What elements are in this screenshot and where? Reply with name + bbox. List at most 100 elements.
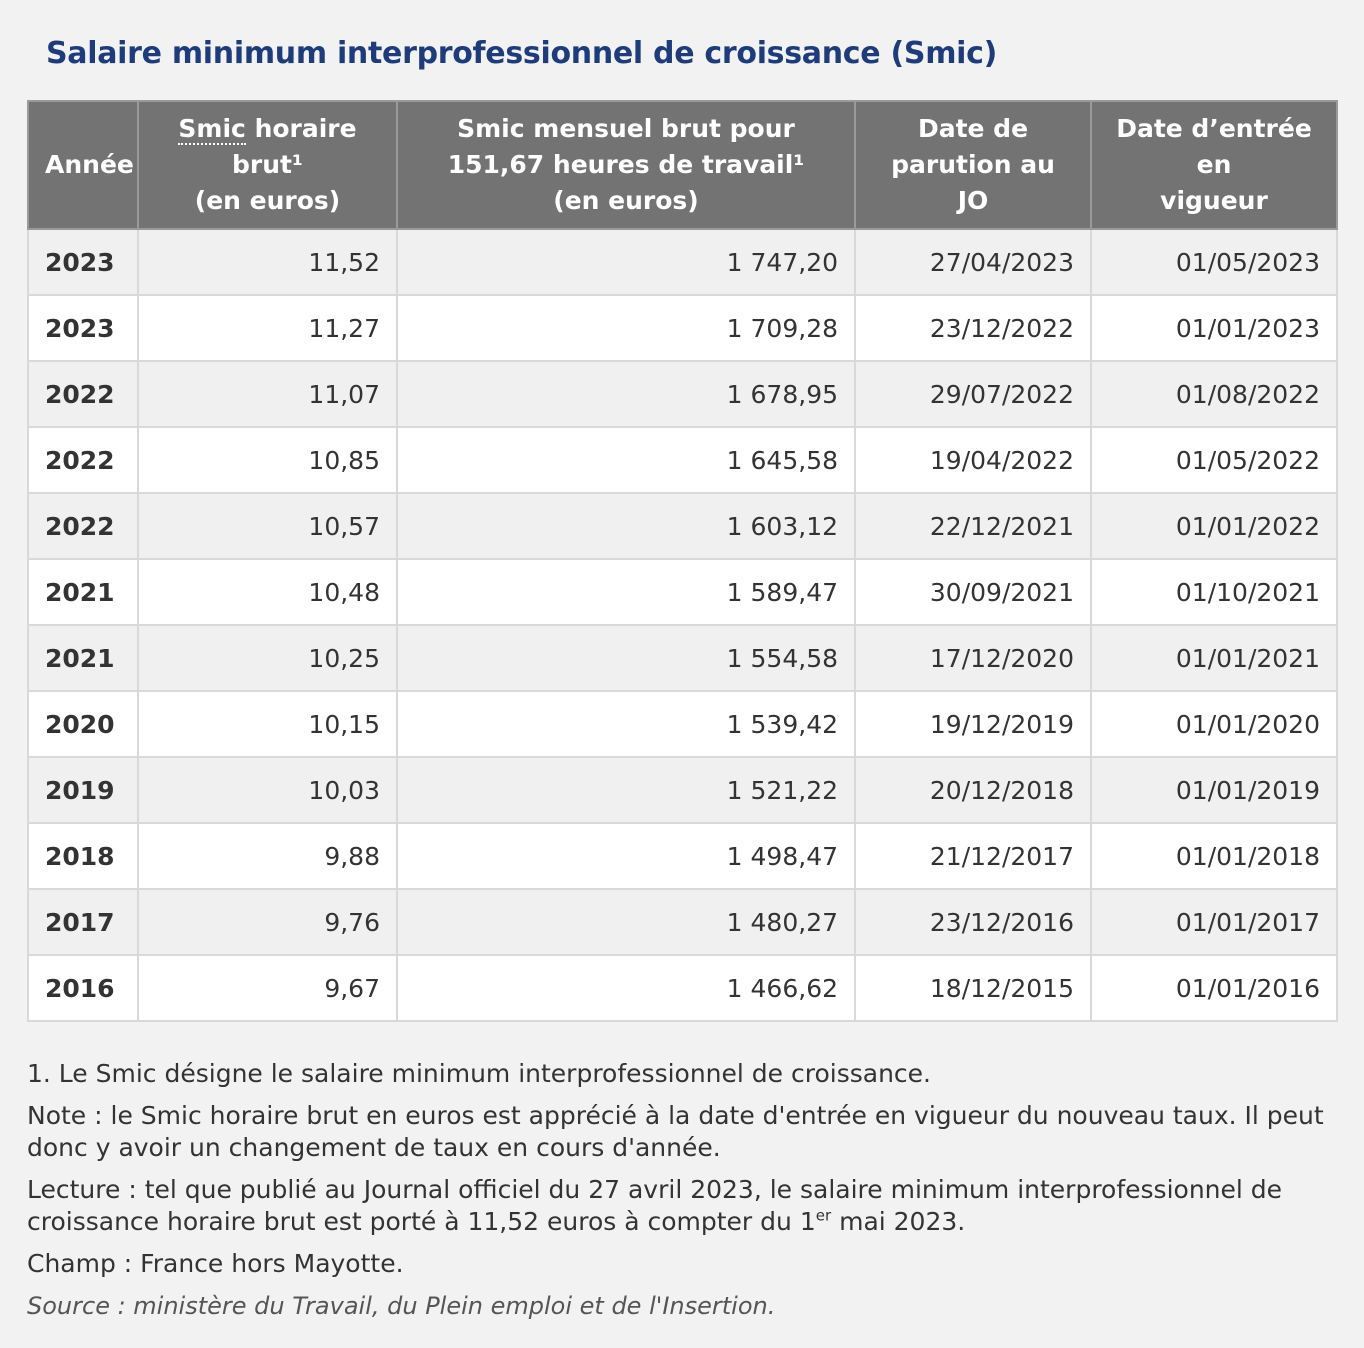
table-row: 2022 10,85 1 645,58 19/04/2022 01/05/2022 [27, 426, 1338, 494]
table-row: 2022 10,57 1 603,12 22/12/2021 01/01/2022 [27, 492, 1338, 560]
cell-hourly: 10,15 [137, 690, 398, 758]
cell-effective-date: 01/05/2022 [1090, 426, 1338, 494]
lecture-main: Lecture : tel que publié au Journal offi… [27, 1175, 1283, 1236]
cell-effective-date: 01/01/2019 [1090, 756, 1338, 824]
header-hourly-unit: (en euros) [194, 186, 341, 215]
header-year: Année [27, 100, 139, 230]
page-title: Salaire minimum interprofessionnel de cr… [46, 36, 998, 71]
cell-monthly: 1 678,95 [396, 360, 856, 428]
cell-year: 2021 [27, 624, 139, 692]
cell-publication-date: 20/12/2018 [854, 756, 1092, 824]
champ-text: Champ : France hors Mayotte. [27, 1249, 404, 1278]
table-row: 2021 10,25 1 554,58 17/12/2020 01/01/2021 [27, 624, 1338, 692]
header-hourly-rest: horaire brut¹ [232, 114, 357, 179]
header-eff-line2: vigueur [1160, 186, 1268, 215]
cell-hourly: 10,25 [137, 624, 398, 692]
header-monthly-line3: (en euros) [553, 186, 699, 215]
notes: 1. Le Smic désigne le salaire minimum in… [27, 1058, 1337, 1332]
cell-effective-date: 01/01/2020 [1090, 690, 1338, 758]
cell-hourly: 10,48 [137, 558, 398, 626]
note-text: Note : le Smic horaire brut en euros est… [27, 1101, 1324, 1162]
cell-hourly: 11,07 [137, 360, 398, 428]
source-text: Source : ministère du Travail, du Plein … [27, 1292, 776, 1320]
cell-hourly: 10,85 [137, 426, 398, 494]
cell-monthly: 1 480,27 [396, 888, 856, 956]
header-monthly-line1: Smic mensuel brut pour [457, 114, 795, 143]
cell-effective-date: 01/01/2018 [1090, 822, 1338, 890]
header-pub-line1: Date de [917, 114, 1029, 143]
lecture-text: Lecture : tel que publié au Journal offi… [27, 1174, 1337, 1238]
cell-hourly: 9,76 [137, 888, 398, 956]
header-hourly: Smic horaire brut¹ (en euros) [137, 100, 398, 230]
table-row: 2019 10,03 1 521,22 20/12/2018 01/01/2019 [27, 756, 1338, 824]
cell-effective-date: 01/08/2022 [1090, 360, 1338, 428]
cell-hourly: 11,27 [137, 294, 398, 362]
cell-hourly: 11,52 [137, 228, 398, 296]
cell-monthly: 1 709,28 [396, 294, 856, 362]
cell-monthly: 1 645,58 [396, 426, 856, 494]
header-monthly: Smic mensuel brut pour 151,67 heures de … [396, 100, 856, 230]
cell-year: 2019 [27, 756, 139, 824]
cell-effective-date: 01/01/2022 [1090, 492, 1338, 560]
cell-publication-date: 27/04/2023 [854, 228, 1092, 296]
cell-hourly: 10,03 [137, 756, 398, 824]
cell-monthly: 1 521,22 [396, 756, 856, 824]
cell-year: 2023 [27, 294, 139, 362]
table-row: 2020 10,15 1 539,42 19/12/2019 01/01/2020 [27, 690, 1338, 758]
cell-monthly: 1 498,47 [396, 822, 856, 890]
cell-hourly: 10,57 [137, 492, 398, 560]
table-header-row: Année Smic horaire brut¹ (en euros) Smic… [27, 100, 1338, 230]
cell-publication-date: 21/12/2017 [854, 822, 1092, 890]
cell-year: 2016 [27, 954, 139, 1022]
table-body: 2023 11,52 1 747,20 27/04/2023 01/05/2023 202… [27, 228, 1338, 1022]
cell-effective-date: 01/01/2023 [1090, 294, 1338, 362]
cell-year: 2018 [27, 822, 139, 890]
header-pub-line2: parution au JO [891, 150, 1055, 215]
cell-effective-date: 01/01/2021 [1090, 624, 1338, 692]
header-publication-date: Date de parution au JO [854, 100, 1092, 230]
lecture-end: mai 2023. [831, 1207, 966, 1236]
table-row: 2017 9,76 1 480,27 23/12/2016 01/01/2017 [27, 888, 1338, 956]
cell-monthly: 1 466,62 [396, 954, 856, 1022]
cell-publication-date: 23/12/2022 [854, 294, 1092, 362]
cell-year: 2022 [27, 426, 139, 494]
table-row: 2016 9,67 1 466,62 18/12/2015 01/01/2016 [27, 954, 1338, 1022]
cell-year: 2021 [27, 558, 139, 626]
table-row: 2022 11,07 1 678,95 29/07/2022 01/08/2022 [27, 360, 1338, 428]
cell-hourly: 9,88 [137, 822, 398, 890]
cell-monthly: 1 603,12 [396, 492, 856, 560]
cell-publication-date: 19/12/2019 [854, 690, 1092, 758]
cell-year: 2022 [27, 492, 139, 560]
cell-year: 2023 [27, 228, 139, 296]
smic-abbr[interactable]: Smic [178, 114, 246, 145]
cell-monthly: 1 589,47 [396, 558, 856, 626]
cell-publication-date: 22/12/2021 [854, 492, 1092, 560]
lecture-sup: er [815, 1206, 832, 1225]
cell-monthly: 1 747,20 [396, 228, 856, 296]
cell-publication-date: 30/09/2021 [854, 558, 1092, 626]
table-row: 2023 11,52 1 747,20 27/04/2023 01/05/2023 [27, 228, 1338, 296]
cell-monthly: 1 554,58 [396, 624, 856, 692]
header-effective-date: Date d’entrée en vigueur [1090, 100, 1338, 230]
cell-effective-date: 01/05/2023 [1090, 228, 1338, 296]
cell-year: 2017 [27, 888, 139, 956]
table-row: 2021 10,48 1 589,47 30/09/2021 01/10/2021 [27, 558, 1338, 626]
cell-publication-date: 19/04/2022 [854, 426, 1092, 494]
cell-publication-date: 17/12/2020 [854, 624, 1092, 692]
cell-effective-date: 01/01/2016 [1090, 954, 1338, 1022]
cell-monthly: 1 539,42 [396, 690, 856, 758]
header-monthly-line2: 151,67 heures de travail¹ [447, 150, 805, 179]
cell-hourly: 9,67 [137, 954, 398, 1022]
smic-table: Année Smic horaire brut¹ (en euros) Smic… [27, 100, 1338, 1022]
cell-publication-date: 23/12/2016 [854, 888, 1092, 956]
table-row: 2018 9,88 1 498,47 21/12/2017 01/01/2018 [27, 822, 1338, 890]
cell-publication-date: 18/12/2015 [854, 954, 1092, 1022]
footnote: 1. Le Smic désigne le salaire minimum in… [27, 1059, 931, 1088]
table-row: 2023 11,27 1 709,28 23/12/2022 01/01/2023 [27, 294, 1338, 362]
header-eff-line1: Date d’entrée en [1116, 114, 1312, 179]
cell-year: 2022 [27, 360, 139, 428]
cell-publication-date: 29/07/2022 [854, 360, 1092, 428]
cell-year: 2020 [27, 690, 139, 758]
cell-effective-date: 01/10/2021 [1090, 558, 1338, 626]
cell-effective-date: 01/01/2017 [1090, 888, 1338, 956]
